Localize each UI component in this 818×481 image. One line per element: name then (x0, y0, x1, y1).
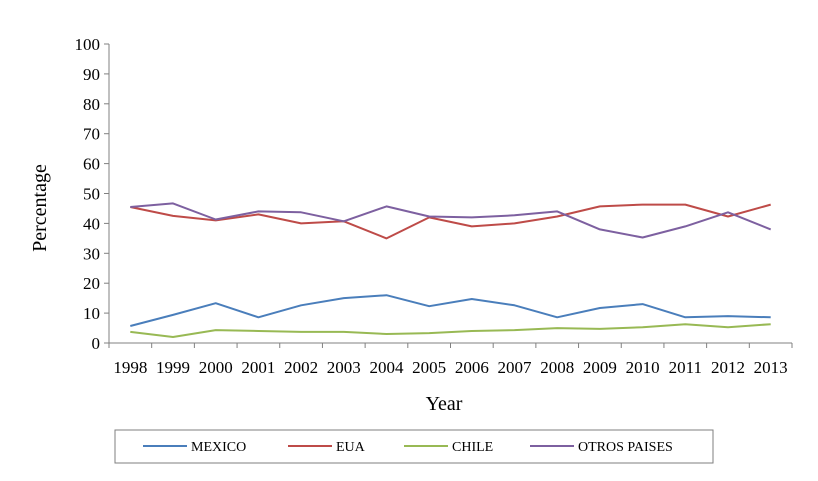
plot-area (108, 44, 792, 344)
x-tick-label: 2013 (754, 358, 788, 377)
x-tick-label: 2004 (369, 358, 404, 377)
x-tick-label: 2002 (284, 358, 318, 377)
legend-label: EUA (336, 440, 366, 455)
y-tick-label: 20 (83, 274, 100, 293)
x-axis-title: Year (426, 393, 463, 415)
x-tick-label: 1998 (113, 358, 147, 377)
y-tick-label: 50 (83, 185, 100, 204)
y-tick-label: 100 (75, 35, 101, 54)
x-tick-label: 1999 (156, 358, 190, 377)
series-lines (130, 202, 772, 338)
y-axis-ticks: 0 10 20 30 40 50 60 70 80 90 100 (75, 35, 109, 353)
legend-label: OTROS PAISES (578, 440, 673, 455)
y-tick-label: 90 (83, 65, 100, 84)
legend-label: MEXICO (191, 440, 246, 455)
x-tick-label: 2003 (327, 358, 361, 377)
series-line-chile (130, 323, 771, 338)
x-tick-label: 2006 (455, 358, 489, 377)
x-tick-label: 2007 (498, 358, 533, 377)
x-tick-label: 2011 (669, 358, 702, 377)
x-tick-label: 2008 (540, 358, 574, 377)
y-tick-label: 10 (83, 304, 100, 323)
legend-label: CHILE (452, 440, 493, 455)
legend: MEXICO EUA CHILE OTROS PAISES (114, 429, 714, 464)
x-tick-label: 2001 (241, 358, 275, 377)
y-tick-label: 60 (83, 155, 100, 174)
x-tick-label: 2009 (583, 358, 617, 377)
series-line-eua (130, 203, 771, 240)
y-tick-label: 0 (92, 334, 101, 353)
x-tick-label: 2000 (199, 358, 233, 377)
y-tick-label: 30 (83, 244, 100, 263)
series-line-mexico (130, 294, 771, 327)
x-tick-label: 2010 (626, 358, 660, 377)
y-tick-label: 80 (83, 95, 100, 114)
x-tick-label: 2005 (412, 358, 446, 377)
series-line-otros-paises (130, 202, 772, 239)
y-tick-label: 40 (83, 214, 100, 233)
y-axis-title: Percentage (29, 164, 51, 252)
x-axis-ticks: 1998 1999 2000 2001 2002 2003 2004 2005 2006 2007… (108, 343, 793, 377)
x-tick-label: 2012 (711, 358, 745, 377)
y-tick-label: 70 (83, 125, 100, 144)
